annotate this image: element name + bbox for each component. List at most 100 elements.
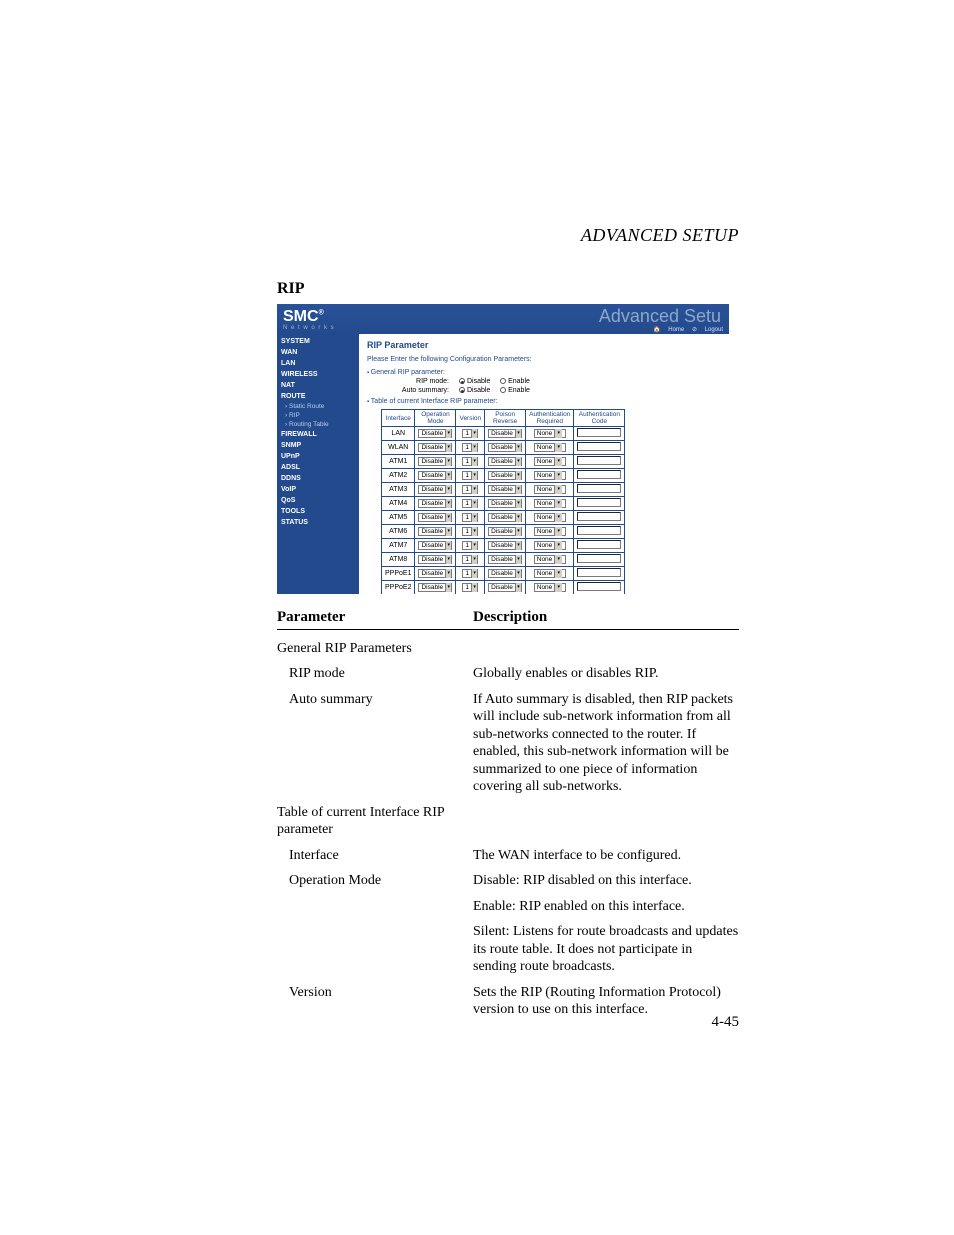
select[interactable]: Disable bbox=[488, 555, 522, 564]
param-cell bbox=[277, 919, 473, 980]
select[interactable]: None bbox=[534, 513, 566, 522]
auto-summary-disable-radio[interactable] bbox=[459, 387, 465, 393]
select[interactable]: Disable bbox=[488, 569, 522, 578]
select[interactable]: 1 bbox=[462, 583, 478, 592]
iface-cell: ATM6 bbox=[382, 525, 415, 539]
select[interactable]: Disable bbox=[418, 471, 452, 480]
select[interactable]: 1 bbox=[462, 485, 478, 494]
param-cell: RIP mode bbox=[277, 661, 473, 687]
select[interactable]: Disable bbox=[418, 429, 452, 438]
sidebar-item-system[interactable]: SYSTEM bbox=[277, 336, 359, 347]
sidebar-item-status[interactable]: STATUS bbox=[277, 517, 359, 528]
select[interactable]: Disable bbox=[418, 485, 452, 494]
sidebar-item-route[interactable]: ROUTE bbox=[277, 391, 359, 402]
select[interactable]: Disable bbox=[418, 555, 452, 564]
sidebar-item-voip[interactable]: VoIP bbox=[277, 484, 359, 495]
sidebar-item-snmp[interactable]: SNMP bbox=[277, 440, 359, 451]
select[interactable]: 1 bbox=[462, 569, 478, 578]
col-header: AuthenticationRequired bbox=[526, 410, 574, 427]
auth-code-input[interactable] bbox=[577, 484, 621, 493]
select[interactable]: None bbox=[534, 541, 566, 550]
select[interactable]: Disable bbox=[488, 429, 522, 438]
auth-code-input[interactable] bbox=[577, 526, 621, 535]
home-link[interactable]: 🏠 Home bbox=[653, 327, 684, 333]
table-row: PPPoE1Disable1DisableNone bbox=[382, 567, 625, 581]
auth-code-input[interactable] bbox=[577, 582, 621, 591]
select[interactable]: Disable bbox=[418, 499, 452, 508]
select[interactable]: Disable bbox=[418, 527, 452, 536]
sidebar-item-wan[interactable]: WAN bbox=[277, 347, 359, 358]
desc-cell: Globally enables or disables RIP. bbox=[473, 661, 739, 687]
sidebar-item-qos[interactable]: QoS bbox=[277, 495, 359, 506]
select[interactable]: Disable bbox=[418, 583, 452, 592]
select[interactable]: 1 bbox=[462, 499, 478, 508]
table-row: ATM3Disable1DisableNone bbox=[382, 483, 625, 497]
sidebar-item-lan[interactable]: LAN bbox=[277, 358, 359, 369]
auth-code-input[interactable] bbox=[577, 568, 621, 577]
auth-code-input[interactable] bbox=[577, 554, 621, 563]
auth-code-input[interactable] bbox=[577, 442, 621, 451]
sidebar-item-routing-table[interactable]: Routing Table bbox=[277, 420, 359, 429]
select[interactable]: 1 bbox=[462, 471, 478, 480]
sidebar-item-firewall[interactable]: FIREWALL bbox=[277, 429, 359, 440]
select[interactable]: Disable bbox=[488, 527, 522, 536]
select[interactable]: 1 bbox=[462, 443, 478, 452]
logout-link[interactable]: ⊘ Logout bbox=[692, 327, 723, 333]
select[interactable]: None bbox=[534, 499, 566, 508]
select[interactable]: Disable bbox=[488, 471, 522, 480]
table-row: ATM1Disable1DisableNone bbox=[382, 455, 625, 469]
disable-label-2: Disable bbox=[467, 387, 490, 394]
select[interactable]: 1 bbox=[462, 513, 478, 522]
select[interactable]: Disable bbox=[418, 541, 452, 550]
auth-code-input[interactable] bbox=[577, 498, 621, 507]
select[interactable]: Disable bbox=[418, 513, 452, 522]
select[interactable]: Disable bbox=[488, 457, 522, 466]
select[interactable]: None bbox=[534, 485, 566, 494]
rip-mode-enable-radio[interactable] bbox=[500, 378, 506, 384]
select[interactable]: None bbox=[534, 471, 566, 480]
auth-code-input[interactable] bbox=[577, 540, 621, 549]
sidebar-item-nat[interactable]: NAT bbox=[277, 380, 359, 391]
table-row: ATM2Disable1DisableNone bbox=[382, 469, 625, 483]
select[interactable]: 1 bbox=[462, 429, 478, 438]
sidebar-item-adsl[interactable]: ADSL bbox=[277, 462, 359, 473]
select[interactable]: Disable bbox=[488, 513, 522, 522]
header-links: 🏠 Home ⊘ Logout bbox=[647, 326, 723, 333]
sidebar-item-static-route[interactable]: Static Route bbox=[277, 402, 359, 411]
select[interactable]: None bbox=[534, 457, 566, 466]
select[interactable]: None bbox=[534, 443, 566, 452]
select[interactable]: Disable bbox=[418, 443, 452, 452]
router-screenshot: SMC® N e t w o r k s Advanced Setu 🏠 Hom… bbox=[277, 304, 729, 594]
desc-cell bbox=[473, 800, 739, 843]
select[interactable]: Disable bbox=[488, 583, 522, 592]
desc-header: Description bbox=[473, 604, 739, 629]
sidebar-item-wireless[interactable]: WIRELESS bbox=[277, 369, 359, 380]
select[interactable]: 1 bbox=[462, 541, 478, 550]
sidebar-item-rip[interactable]: RIP bbox=[277, 411, 359, 420]
auth-code-input[interactable] bbox=[577, 456, 621, 465]
enable-label: Enable bbox=[508, 378, 530, 385]
select[interactable]: 1 bbox=[462, 527, 478, 536]
rip-mode-disable-radio[interactable] bbox=[459, 378, 465, 384]
select[interactable]: Disable bbox=[418, 457, 452, 466]
select[interactable]: Disable bbox=[488, 485, 522, 494]
select[interactable]: Disable bbox=[418, 569, 452, 578]
select[interactable]: None bbox=[534, 555, 566, 564]
select[interactable]: 1 bbox=[462, 457, 478, 466]
select[interactable]: Disable bbox=[488, 443, 522, 452]
select[interactable]: None bbox=[534, 527, 566, 536]
auth-code-input[interactable] bbox=[577, 470, 621, 479]
sidebar-item-ddns[interactable]: DDNS bbox=[277, 473, 359, 484]
select[interactable]: None bbox=[534, 569, 566, 578]
sidebar-item-upnp[interactable]: UPnP bbox=[277, 451, 359, 462]
sidebar-item-tools[interactable]: TOOLS bbox=[277, 506, 359, 517]
select[interactable]: Disable bbox=[488, 499, 522, 508]
table-row: LANDisable1DisableNone bbox=[382, 427, 625, 441]
select[interactable]: 1 bbox=[462, 555, 478, 564]
select[interactable]: Disable bbox=[488, 541, 522, 550]
auth-code-input[interactable] bbox=[577, 428, 621, 437]
auto-summary-enable-radio[interactable] bbox=[500, 387, 506, 393]
select[interactable]: None bbox=[534, 583, 566, 592]
auth-code-input[interactable] bbox=[577, 512, 621, 521]
select[interactable]: None bbox=[534, 429, 566, 438]
